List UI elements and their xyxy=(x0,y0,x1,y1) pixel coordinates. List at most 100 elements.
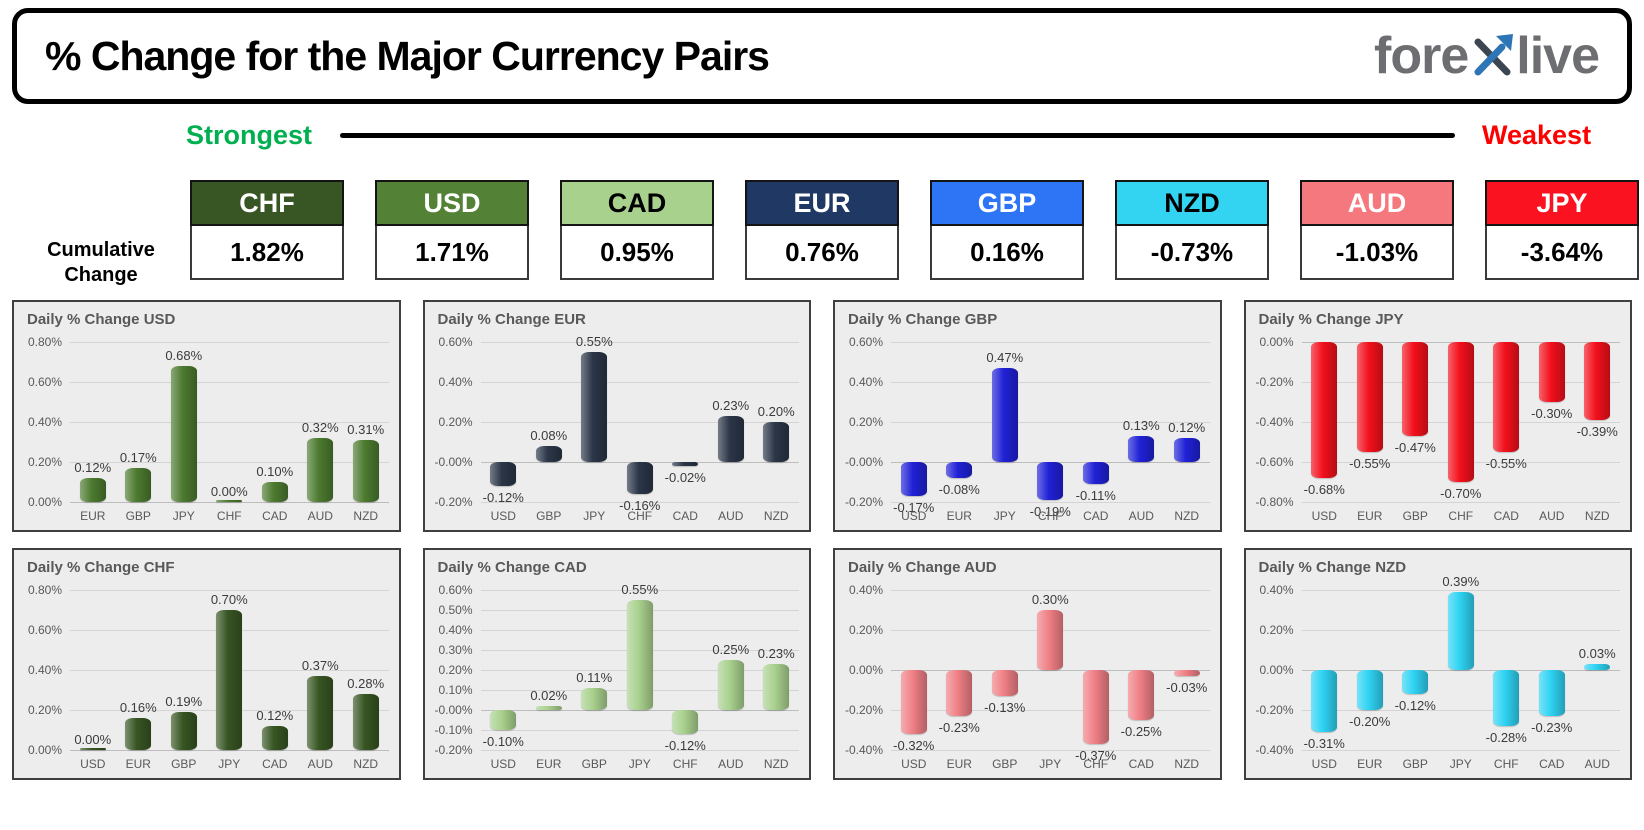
x-axis-label: CHF xyxy=(1448,509,1474,523)
bar-value-label: -0.23% xyxy=(938,720,980,735)
page-title: % Change for the Major Currency Pairs xyxy=(45,32,770,79)
chart-title: Daily % Change EUR xyxy=(437,311,586,328)
bar-value-label: 0.12% xyxy=(74,460,112,475)
y-tick-label: 0.40% xyxy=(1259,583,1294,597)
bar-value-label: -0.68% xyxy=(1303,482,1345,497)
bar-value-label: 0.68% xyxy=(165,348,203,363)
y-axis: 0.60% 0.50% 0.40% 0.30% 0.20% 0.10% -0.00% -0.1… xyxy=(425,583,477,757)
gridline xyxy=(891,750,1210,751)
x-axis-label: USD xyxy=(1311,509,1337,523)
x-axis-label: JPY xyxy=(218,757,241,771)
bar-value-label: 0.28% xyxy=(347,676,385,691)
x-axis-label: EUR xyxy=(1357,509,1383,523)
x-axis-label: CHF xyxy=(627,509,653,523)
bar-usd xyxy=(490,462,517,486)
bar-value-label: 0.47% xyxy=(986,350,1024,365)
bar-value-label: -0.70% xyxy=(1440,486,1482,501)
plot-area: 0.00% 0.16% 0.19% 0.70% 0.12% 0.37% 0.28% xyxy=(70,590,389,751)
bar-cad xyxy=(261,726,288,750)
y-tick-label: 0.60% xyxy=(438,583,473,597)
logo-x-arrow-icon xyxy=(1469,33,1515,79)
y-tick-label: 0.40% xyxy=(848,375,883,389)
gridline xyxy=(891,342,1210,343)
gridline xyxy=(1301,590,1620,591)
x-axis-label: CHF xyxy=(1493,757,1519,771)
chart-body: 0.80% 0.60% 0.40% 0.20% 0.00% 0.12% 0.17% 0.68… xyxy=(14,335,399,530)
x-axis-label: GBP xyxy=(1402,509,1428,523)
logo-text-fore: fore xyxy=(1374,27,1469,85)
gridline xyxy=(70,502,389,503)
rank-currency-code: USD xyxy=(375,180,529,226)
gridline xyxy=(891,710,1210,711)
bar-aud xyxy=(717,416,744,462)
bar-value-label: -0.19% xyxy=(1029,504,1071,519)
bar-eur xyxy=(946,462,973,478)
bar-aud xyxy=(307,438,334,502)
chart-panel-cad: Daily % Change CAD 0.60% 0.50% 0.40% 0.30% 0… xyxy=(422,548,811,780)
x-axis-label: CAD xyxy=(1539,757,1565,771)
bar-value-label: -0.55% xyxy=(1485,456,1527,471)
y-tick-label: -0.00% xyxy=(434,703,473,717)
y-axis: 0.80% 0.60% 0.40% 0.20% 0.00% xyxy=(14,335,66,509)
bar-value-label: -0.11% xyxy=(1075,488,1116,503)
bar-eur xyxy=(79,478,106,502)
plot-area: -0.12% 0.08% 0.55% -0.16% -0.02% 0.23% 0.20% xyxy=(480,334,799,513)
bar-value-label: -0.25% xyxy=(1120,724,1162,739)
y-tick-label: 0.40% xyxy=(27,415,62,429)
bar-value-label: 0.08% xyxy=(530,428,568,443)
bar-cad xyxy=(261,482,288,502)
gridline xyxy=(70,422,389,423)
bar-value-label: -0.55% xyxy=(1349,456,1391,471)
x-axis-label: GBP xyxy=(171,757,197,771)
x-axis-label: GBP xyxy=(125,509,151,523)
gridline xyxy=(480,750,799,751)
x-axis-label: CAD xyxy=(1493,509,1519,523)
x-axis-label: USD xyxy=(901,757,927,771)
bar-aud xyxy=(717,660,744,710)
chart-title: Daily % Change CAD xyxy=(437,559,587,576)
y-tick-label: 0.80% xyxy=(27,335,62,349)
x-axis-label: EUR xyxy=(946,509,972,523)
cumulative-change-label: Cumulative Change xyxy=(47,239,155,286)
x-axis-label: CAD xyxy=(1083,509,1109,523)
bar-gbp xyxy=(1402,670,1429,694)
bar-value-label: -0.39% xyxy=(1576,424,1618,439)
y-tick-label: 0.40% xyxy=(438,375,473,389)
gridline xyxy=(480,502,799,503)
bar-chf xyxy=(1493,670,1520,726)
chart-title: Daily % Change CHF xyxy=(27,559,175,576)
x-axis-label: EUR xyxy=(1357,757,1383,771)
rank-box-chf: CHF 1.82% xyxy=(190,180,344,280)
bar-value-label: 0.12% xyxy=(1168,420,1206,435)
chart-panel-eur: Daily % Change EUR 0.60% 0.40% 0.20% -0.00%… xyxy=(422,300,811,532)
chart-panel-usd: Daily % Change USD 0.80% 0.60% 0.40% 0.20% 0… xyxy=(12,300,401,532)
y-tick-label: 0.80% xyxy=(27,583,62,597)
chart-body: 0.60% 0.40% 0.20% -0.00% -0.20% -0.12% 0.08% 0… xyxy=(425,334,810,530)
bar-cad xyxy=(1082,462,1109,484)
x-axis-label: JPY xyxy=(583,509,606,523)
currency-ranking-row: CHF 1.82% USD 1.71% CAD 0.95% EUR 0.76% … xyxy=(190,180,1639,280)
bar-value-label: 0.00% xyxy=(210,484,248,499)
bar-usd xyxy=(490,710,517,730)
y-tick-label: -0.00% xyxy=(844,455,883,469)
bar-chf xyxy=(626,462,653,494)
bar-value-label: 0.20% xyxy=(757,404,795,419)
x-axis-label: CAD xyxy=(262,757,288,771)
bar-value-label: 0.19% xyxy=(165,694,203,709)
logo-text-live: live xyxy=(1516,27,1600,85)
x-axis-label: EUR xyxy=(946,757,972,771)
bar-eur xyxy=(946,670,973,716)
bar-value-label: -0.12% xyxy=(482,490,524,505)
bar-gbp xyxy=(125,468,152,502)
x-axis: USD EUR JPY CHF CAD AUD NZD xyxy=(891,507,1210,527)
bar-value-label: 0.23% xyxy=(757,646,795,661)
bar-jpy xyxy=(991,368,1018,462)
gridline xyxy=(1301,670,1620,671)
rank-currency-code: JPY xyxy=(1485,180,1639,226)
chart-panel-nzd: Daily % Change NZD 0.40% 0.20% 0.00% -0.20%… xyxy=(1243,548,1632,780)
y-tick-label: -0.10% xyxy=(434,723,473,737)
bar-value-label: 0.02% xyxy=(530,688,568,703)
bar-value-label: -0.32% xyxy=(893,738,935,753)
rank-cumulative-value: -0.73% xyxy=(1115,226,1269,280)
y-tick-label: 0.40% xyxy=(848,583,883,597)
